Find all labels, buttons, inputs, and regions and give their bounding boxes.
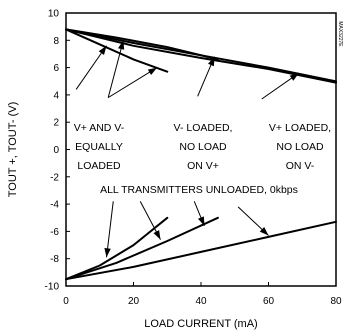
annotation-arrowhead: [198, 216, 205, 226]
annotation-arrows: [75, 40, 300, 258]
annotation-arrow-line: [106, 201, 114, 258]
series-line-equal-pos: [65, 28, 169, 73]
annotation-backgrounds: [71, 122, 334, 196]
annotation-backing: [185, 160, 221, 172]
annotation-vplus-line: ON V-: [286, 160, 315, 172]
annotation-unloaded-line: ALL TRANSMITTERS UNLOADED, 0kbps: [100, 184, 298, 196]
annotation-vminus-line: V- LOADED,: [174, 122, 233, 134]
annotation-labels: V+ AND V- EQUALLY LOADED V- LOADED, NO LOAD O…: [74, 122, 331, 196]
y-tick-label: 0: [53, 145, 59, 156]
annotation-arrowhead: [208, 56, 215, 67]
annotation-backing: [98, 184, 300, 196]
annotation-arrowhead: [104, 248, 111, 258]
y-tick-label: 2: [53, 118, 59, 129]
annotation-equal-line: V+ AND V-: [74, 122, 125, 134]
annotation-arrowhead: [147, 67, 158, 75]
y-tick-label: -6: [50, 227, 59, 238]
x-tick-label: 0: [63, 296, 69, 307]
y-tick-label: -8: [50, 254, 59, 265]
y-tick-label: -10: [45, 282, 60, 293]
y-tick-label: -2: [50, 172, 59, 183]
annotation-equal-line: EQUALLY: [75, 141, 123, 153]
x-tick-label: 60: [263, 296, 275, 307]
annotation-arrowhead: [259, 227, 269, 236]
series-line-vplus-loaded-pos: [65, 28, 337, 84]
annotation-vminus-line: NO LOAD: [179, 141, 227, 153]
series-layer: [65, 28, 337, 281]
y-tick-label: 8: [53, 36, 59, 47]
annotation-arrow-line: [107, 67, 158, 99]
annotation-backing: [73, 141, 125, 153]
annotation-backing: [283, 160, 317, 172]
annotation-equal-line: LOADED: [77, 160, 121, 172]
annotation-vplus-line: NO LOAD: [276, 141, 324, 153]
annotation-backing: [274, 141, 327, 153]
annotation-vplus-line: V+ LOADED,: [269, 122, 331, 134]
x-axis-title: LOAD CURRENT (mA): [144, 318, 257, 330]
series-line-vplus-loaded-neg: [65, 216, 219, 281]
annotation-vminus-line: ON V+: [187, 160, 219, 172]
series-line-unloaded-pos: [65, 28, 337, 83]
y-tick-label: 6: [53, 63, 59, 74]
annotation-backing: [171, 122, 235, 134]
annotation-backing: [266, 122, 334, 134]
watermark-label: MAX3227E: [337, 21, 343, 47]
series-line-equal-neg: [65, 216, 169, 281]
series-line-vminus-loaded-neg: [65, 220, 337, 281]
x-tick-label: 40: [195, 296, 207, 307]
annotation-backing: [71, 122, 127, 134]
annotation-arrowhead: [153, 230, 161, 240]
annotation-arrow-line: [107, 40, 124, 98]
y-axis-title: TOUT +, TOUT- (V): [7, 102, 19, 197]
annotation-arrowhead: [98, 45, 107, 55]
annotation-arrowhead: [118, 40, 125, 50]
y-tick-label: 10: [48, 9, 60, 20]
annotation-arrowhead: [289, 73, 299, 81]
annotation-backing: [177, 141, 230, 153]
y-tick-label: 4: [53, 90, 59, 101]
x-tick-label: 20: [128, 296, 140, 307]
annotation-backing: [75, 160, 124, 172]
axis-ticks: [65, 12, 337, 287]
x-tick-label: 80: [330, 296, 342, 307]
y-tick-label: -4: [50, 200, 59, 211]
